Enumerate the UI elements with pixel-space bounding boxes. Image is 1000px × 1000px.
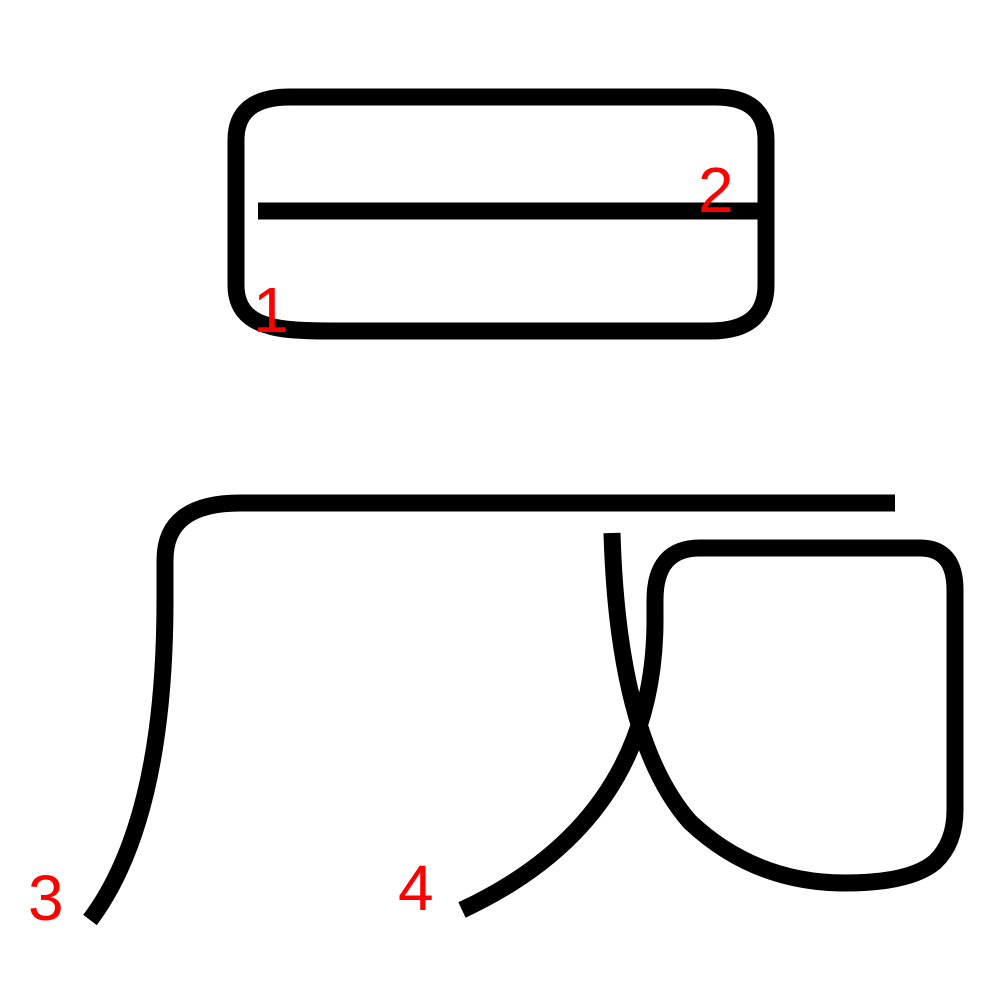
stroke-4-path bbox=[458, 532, 964, 918]
stroke-number-3: 3 bbox=[28, 862, 64, 934]
stroke-number-4: 4 bbox=[398, 852, 434, 924]
stroke-1-path bbox=[227, 88, 775, 340]
stroke-3-path bbox=[83, 494, 895, 926]
stroke-number-2: 2 bbox=[698, 154, 734, 226]
stroke-number-1: 1 bbox=[253, 274, 289, 346]
